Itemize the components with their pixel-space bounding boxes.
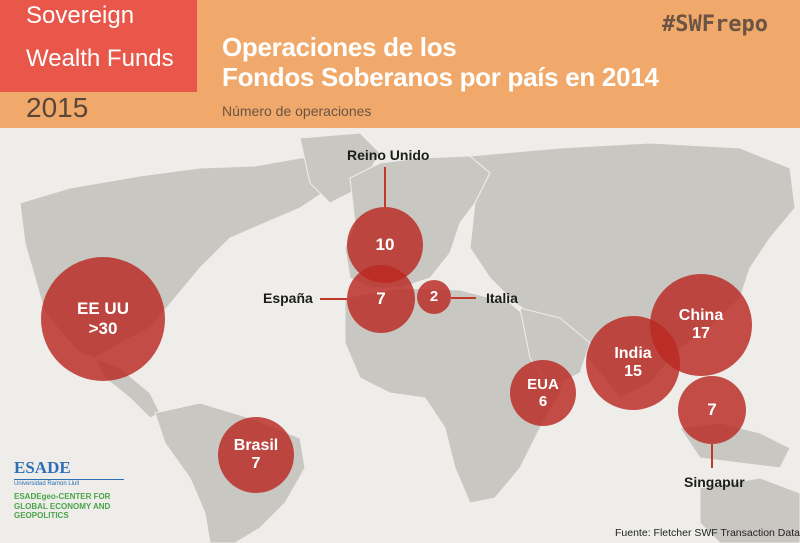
bubble-china-value: 17 <box>692 325 710 342</box>
bubble-reino-unido-value: 10 <box>375 235 395 255</box>
bubble-italia[interactable]: 2 <box>417 280 451 314</box>
bubble-brasil[interactable]: Brasil 7 <box>218 417 294 493</box>
bubble-ee-uu-value: >30 <box>88 319 118 338</box>
bubble-eua-value: 6 <box>538 393 548 410</box>
brand-line-2: Wealth Funds <box>26 45 174 72</box>
bubble-india-value: 15 <box>624 363 642 380</box>
bubble-brasil-value: 7 <box>251 455 261 472</box>
brand-line-1: Sovereign <box>26 2 135 29</box>
label-espana: España <box>263 290 313 306</box>
australia-landmass <box>699 477 800 543</box>
bubble-brasil-label: Brasil <box>233 436 279 454</box>
leader-line-reino-unido <box>384 167 386 207</box>
title-line-1: Operaciones de los <box>222 32 457 62</box>
bubble-singapur[interactable]: 7 <box>678 376 746 444</box>
bubble-singapur-value: 7 <box>707 400 717 420</box>
bubble-italia-value: 2 <box>429 288 439 306</box>
esade-wordmark: ESADE <box>14 458 71 477</box>
brand-box: Sovereign Wealth Funds <box>0 0 197 92</box>
leader-line-singapur <box>711 444 713 468</box>
bubble-eua[interactable]: EUA 6 <box>510 360 576 426</box>
bubble-china-label: China <box>678 306 724 324</box>
bubble-ee-uu-label: EE UU <box>77 299 129 319</box>
label-reino-unido: Reino Unido <box>347 147 430 163</box>
esade-university: Universidad Ramon Llull <box>14 479 124 487</box>
label-italia: Italia <box>486 290 518 306</box>
leader-line-italia <box>451 297 476 299</box>
esadegeo-center: ESADEgeo-CENTER FOR GLOBAL ECONOMY AND G… <box>14 492 111 521</box>
bubble-espana-value: 7 <box>376 289 386 309</box>
source-note: Fuente: Fletcher SWF Transaction Databas… <box>615 527 800 539</box>
brand-year: 2015 <box>26 92 89 123</box>
subtitle: Número de operaciones <box>222 103 372 119</box>
bubble-espana[interactable]: 7 <box>347 265 415 333</box>
bubble-eua-label: EUA <box>527 375 559 393</box>
bubble-india-label: India <box>614 344 652 362</box>
esade-logo: ESADE Universidad Ramon Llull ESADEgeo-C… <box>14 458 124 521</box>
africa-landmass <box>344 287 571 504</box>
label-singapur: Singapur <box>684 474 745 490</box>
header-banner: Sovereign Wealth Funds 2015 Operaciones … <box>0 0 800 128</box>
bubble-ee-uu[interactable]: EE UU >30 <box>41 257 165 381</box>
bubble-china[interactable]: China 17 <box>650 274 752 376</box>
title-line-2: Fondos Soberanos por país en 2014 <box>222 62 659 92</box>
hashtag[interactable]: #SWFrepo <box>662 12 768 37</box>
leader-line-espana <box>320 298 347 300</box>
